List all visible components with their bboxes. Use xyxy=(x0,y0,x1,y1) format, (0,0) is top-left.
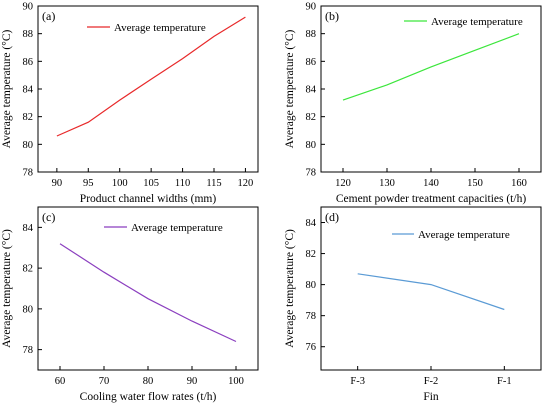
x-tick-label: 110 xyxy=(175,178,190,189)
y-tick-label: 88 xyxy=(23,29,34,40)
chart-panel: 90 95 100 105 110 115 120 78 80 82 84 86 88 90 Product… xyxy=(1,2,259,205)
y-tick-label: 84 xyxy=(23,85,34,96)
x-tick-label: 100 xyxy=(228,376,244,387)
series-line xyxy=(342,33,520,101)
y-tick-label: 80 xyxy=(306,280,317,291)
y-axis-title: Average temperature (°C) xyxy=(284,229,296,348)
y-tick-label: 78 xyxy=(23,345,34,356)
y-axis-title: Average temperature (°C) xyxy=(284,29,296,148)
y-tick-label: 82 xyxy=(306,249,317,260)
legend-label: Average temperature xyxy=(418,229,510,241)
series-line xyxy=(59,243,237,343)
y-tick-label: 90 xyxy=(306,2,317,13)
x-tick-label: 120 xyxy=(335,178,351,189)
legend-label: Average temperature xyxy=(431,16,523,28)
y-tick-label: 88 xyxy=(306,29,317,40)
x-tick-label: 100 xyxy=(112,178,128,189)
chart-panel: 60 70 80 90 100 78 80 82 84 Cooling water flow ra… xyxy=(1,206,259,403)
x-tick-label: 80 xyxy=(143,376,154,387)
x-tick-label: 105 xyxy=(143,178,159,189)
panel-label: (b) xyxy=(325,9,339,23)
x-axis-title: Fin xyxy=(423,391,439,403)
panel-label: (d) xyxy=(325,210,339,224)
x-tick-label: F-2 xyxy=(424,376,439,387)
x-tick-label: 150 xyxy=(467,178,483,189)
legend-label: Average temperature xyxy=(114,22,206,34)
y-tick-label: 90 xyxy=(23,2,34,13)
panel-label: (c) xyxy=(42,210,55,224)
chart-panel: F-3 F-2 F-1 76 78 80 82 84 Fin Average temperatur… xyxy=(284,206,542,403)
x-tick-label: 70 xyxy=(99,376,110,387)
y-tick-label: 80 xyxy=(23,140,34,151)
x-tick-label: F-3 xyxy=(350,376,365,387)
y-tick-label: 82 xyxy=(23,112,34,123)
y-tick-label: 84 xyxy=(306,85,317,96)
y-tick-label: 78 xyxy=(306,168,317,179)
x-tick-label: 140 xyxy=(423,178,439,189)
legend-label: Average temperature xyxy=(131,222,223,234)
y-tick-label: 84 xyxy=(306,218,317,229)
x-axis-title: Cooling water flow rates (t/h) xyxy=(80,391,217,403)
y-tick-label: 82 xyxy=(23,264,34,275)
chart-panel: 120 130 140 150 160 78 80 82 84 86 88 90 Cement powd… xyxy=(284,2,542,205)
y-tick-label: 82 xyxy=(306,112,317,123)
y-axis-title: Average temperature (°C) xyxy=(1,29,13,148)
y-axis-title: Average temperature (°C) xyxy=(1,229,13,348)
y-tick-label: 78 xyxy=(306,311,317,322)
y-tick-label: 86 xyxy=(306,57,317,68)
x-tick-label: 90 xyxy=(187,376,198,387)
x-tick-label: 160 xyxy=(511,178,527,189)
x-tick-label: 60 xyxy=(55,376,66,387)
x-tick-label: 95 xyxy=(83,178,94,189)
x-tick-label: 130 xyxy=(379,178,395,189)
x-tick-label: F-1 xyxy=(497,376,512,387)
series-line xyxy=(357,273,505,311)
y-tick-label: 86 xyxy=(23,57,34,68)
y-tick-label: 78 xyxy=(23,168,34,179)
y-tick-label: 84 xyxy=(23,223,34,234)
x-tick-label: 90 xyxy=(52,178,63,189)
y-tick-label: 76 xyxy=(306,342,317,353)
x-tick-label: 115 xyxy=(206,178,221,189)
y-tick-label: 80 xyxy=(306,140,317,151)
x-axis-title: Cement powder treatment capacities (t/h) xyxy=(336,193,526,205)
panel-label: (a) xyxy=(42,9,55,23)
x-axis-title: Product channel widths (mm) xyxy=(80,193,217,205)
series-line xyxy=(56,16,246,137)
y-tick-label: 80 xyxy=(23,304,34,315)
plot-frame xyxy=(320,5,542,173)
x-tick-label: 120 xyxy=(238,178,254,189)
